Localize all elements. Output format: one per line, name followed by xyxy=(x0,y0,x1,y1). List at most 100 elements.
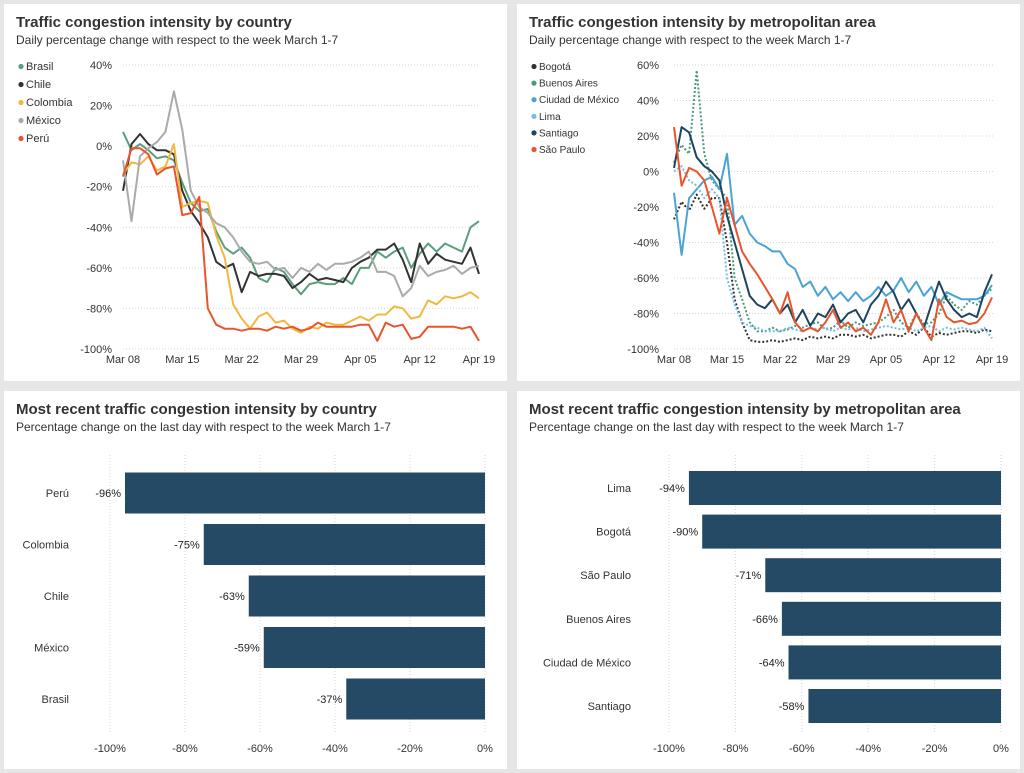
x-tick-label: -60% xyxy=(789,743,815,755)
chart-title: Traffic congestion intensity by country xyxy=(16,14,292,31)
metro-bar-panel: Most recent traffic congestion intensity… xyxy=(517,391,1020,769)
chart-title: Traffic congestion intensity by metropol… xyxy=(529,14,876,31)
y-tick-label: -40% xyxy=(633,238,659,250)
category-label: Lima xyxy=(607,483,632,495)
country-line-chart: 40% 20% 0% -20% -40% -60% -80% -100%Mar 08 Mar 1… xyxy=(18,60,495,366)
x-tick-label: Apr 12 xyxy=(923,354,955,366)
x-tick-label: Apr 19 xyxy=(463,354,495,366)
legend-label-mexico: México xyxy=(26,115,61,127)
series-line-chile xyxy=(122,133,480,294)
legend-marker-sao-paulo xyxy=(531,146,537,153)
metro-line-panel: Traffic congestion intensity by metropol… xyxy=(517,4,1020,381)
series-line-bogota xyxy=(673,193,993,343)
legend-marker-peru xyxy=(18,135,24,142)
bar-colombia xyxy=(203,524,485,565)
bar-santiago xyxy=(808,689,1001,723)
category-label: São Paulo xyxy=(580,570,631,582)
legend-label-santiago: Santiago xyxy=(539,128,579,139)
y-tick-label: 40% xyxy=(637,96,659,108)
country-bar-panel: Most recent traffic congestion intensity… xyxy=(4,391,507,769)
chart-title: Most recent traffic congestion intensity… xyxy=(529,401,961,418)
x-tick-label: Mar 22 xyxy=(225,354,259,366)
metro-bar-chart: -100% -80% -60% -40% -20% 0% -94% Lima -90% Bogot… xyxy=(543,455,1009,755)
legend-marker-colombia xyxy=(18,99,24,106)
legend-marker-lima xyxy=(531,113,537,119)
category-label: Colombia xyxy=(23,540,70,552)
data-label: -59% xyxy=(234,643,260,655)
x-tick-label: -20% xyxy=(397,743,423,755)
y-tick-label: -60% xyxy=(86,263,112,275)
data-label: -71% xyxy=(736,570,762,582)
chart-subtitle: Daily percentage change with respect to … xyxy=(16,33,339,47)
y-tick-label: -80% xyxy=(633,309,659,321)
legend-label-buenos-aires: Buenos Aires xyxy=(539,79,598,90)
country-bar-chart: -100% -80% -60% -40% -20% 0% -96% Perú -75% Colom… xyxy=(23,455,493,755)
legend-label-lima: Lima xyxy=(539,112,561,123)
x-tick-label: Mar 29 xyxy=(284,354,318,366)
series-line-mexico xyxy=(122,90,480,298)
y-tick-label: 0% xyxy=(643,167,659,179)
y-tick-label: -20% xyxy=(86,182,112,194)
y-tick-label: 20% xyxy=(90,101,112,113)
x-tick-label: -20% xyxy=(922,743,948,755)
x-tick-label: -40% xyxy=(855,743,881,755)
category-label: Buenos Aires xyxy=(566,614,631,626)
x-tick-label: -80% xyxy=(172,743,198,755)
x-tick-label: -60% xyxy=(247,743,273,755)
metro-line-chart: 60% 40% 20% 0% -20% -40% -60% -80% -100%Mar 08 Ma… xyxy=(531,60,1008,366)
category-label: Santiago xyxy=(588,701,631,713)
series-line-sao-paulo xyxy=(673,126,993,342)
y-tick-label: 40% xyxy=(90,60,112,72)
category-label: Brasil xyxy=(41,694,69,706)
category-label: Ciudad de México xyxy=(543,657,631,669)
series-line-santiago xyxy=(673,126,993,329)
bar-chile xyxy=(248,575,485,617)
bar-lima xyxy=(688,471,1001,505)
data-label: -96% xyxy=(95,488,121,500)
category-label: México xyxy=(34,643,69,655)
legend-marker-brasil xyxy=(18,63,24,70)
x-tick-label: -40% xyxy=(322,743,348,755)
y-tick-label: -100% xyxy=(80,344,112,356)
x-tick-label: Apr 05 xyxy=(344,354,376,366)
legend-label-bogota: Bogotá xyxy=(539,62,571,73)
series-line-peru xyxy=(122,147,480,342)
data-label: -37% xyxy=(317,694,343,706)
legend-label-colombia: Colombia xyxy=(26,97,73,109)
legend-label-sao-paulo: São Paulo xyxy=(539,145,586,156)
y-tick-label: 60% xyxy=(637,60,659,72)
data-label: -94% xyxy=(659,483,685,495)
legend-marker-bogota xyxy=(531,63,537,70)
legend-marker-santiago xyxy=(531,130,537,136)
legend-marker-chile xyxy=(18,81,24,88)
data-label: -75% xyxy=(174,540,200,552)
bar-ciudad-de-mexico xyxy=(788,645,1001,680)
series-line-brasil xyxy=(122,131,480,296)
data-label: -64% xyxy=(759,657,785,669)
chart-subtitle: Percentage change on the last day with r… xyxy=(16,420,391,434)
bar-peru xyxy=(125,472,485,514)
legend-label-brasil: Brasil xyxy=(26,61,54,73)
y-tick-label: -20% xyxy=(633,202,659,214)
category-label: Bogotá xyxy=(596,527,632,539)
country-line-panel: Traffic congestion intensity by country … xyxy=(4,4,507,381)
chart-title: Most recent traffic congestion intensity… xyxy=(16,401,377,418)
legend-marker-buenos-aires xyxy=(531,80,537,86)
chart-subtitle: Percentage change on the last day with r… xyxy=(529,420,904,434)
data-label: -66% xyxy=(752,614,778,626)
category-label: Chile xyxy=(44,591,69,603)
x-tick-label: Apr 19 xyxy=(976,354,1008,366)
series-line-lima xyxy=(673,165,993,339)
y-tick-label: -80% xyxy=(86,303,112,315)
series-line-colombia xyxy=(122,143,480,334)
x-tick-label: -100% xyxy=(94,743,126,755)
y-tick-label: -40% xyxy=(86,222,112,234)
x-tick-label: Mar 15 xyxy=(710,354,744,366)
x-tick-label: -80% xyxy=(723,743,749,755)
bar-bogota xyxy=(702,514,1001,549)
x-tick-label: Mar 08 xyxy=(106,354,140,366)
data-label: -58% xyxy=(779,701,805,713)
chart-subtitle: Daily percentage change with respect to … xyxy=(529,33,852,47)
y-tick-label: -100% xyxy=(627,344,659,356)
data-label: -90% xyxy=(673,527,699,539)
